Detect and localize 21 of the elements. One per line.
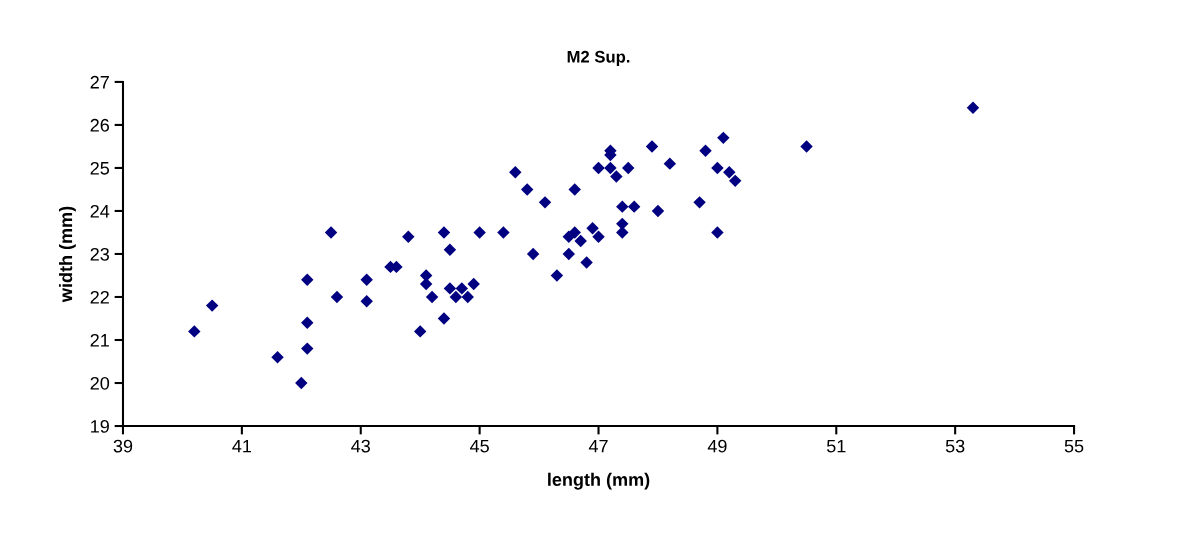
y-tick-label: 20	[90, 376, 110, 390]
y-tick-label: 22	[90, 290, 109, 304]
x-tick-label: 39	[113, 439, 133, 453]
x-axis-title: length (mm)	[548, 472, 650, 490]
y-tick-label: 25	[90, 161, 110, 175]
x-tick-label: 55	[1064, 439, 1084, 453]
x-tick-label: 53	[945, 439, 965, 453]
y-tick-label: 21	[90, 333, 109, 347]
x-tick-label: 45	[470, 439, 489, 453]
y-tick-label: 23	[90, 247, 109, 261]
x-tick-label: 49	[707, 439, 727, 453]
y-tick-label: 24	[90, 204, 110, 218]
y-tick-label: 26	[90, 118, 109, 132]
y-tick-label: 27	[90, 75, 109, 89]
x-tick-label: 51	[826, 439, 846, 453]
x-tick-label: 41	[232, 439, 252, 453]
chart-title: M2 Sup.	[567, 50, 630, 66]
y-tick-label: 19	[91, 419, 109, 433]
x-tick-label: 43	[351, 439, 370, 453]
y-axis-title: width (mm)	[58, 206, 76, 303]
x-tick-label: 47	[588, 439, 608, 453]
